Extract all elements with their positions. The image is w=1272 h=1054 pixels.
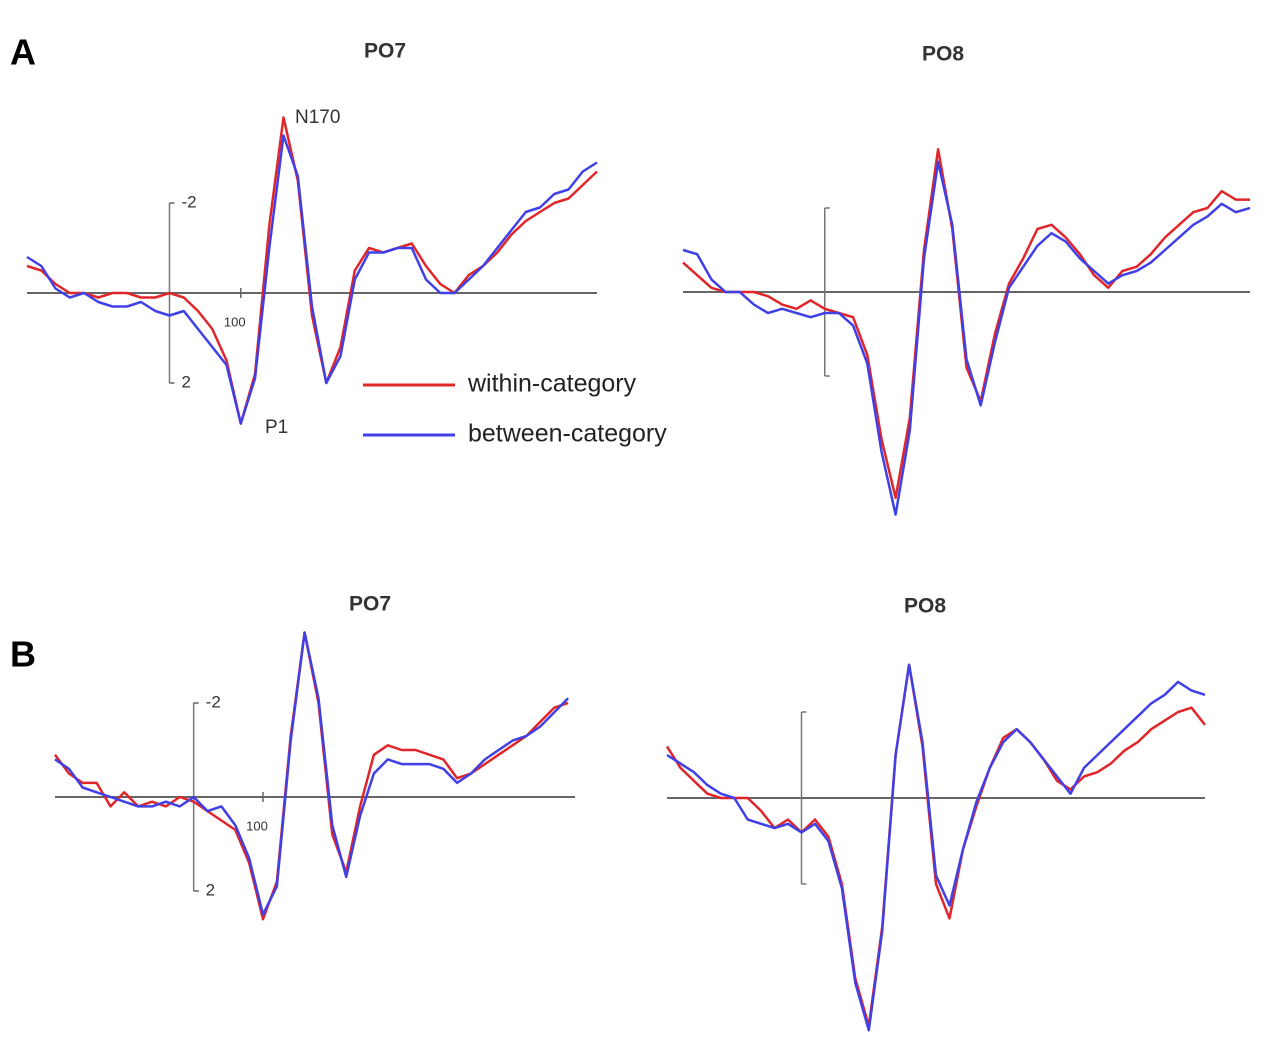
x-tick-label: 100 (246, 818, 268, 833)
chart-title: PO7 (364, 40, 406, 63)
series-line (665, 663, 1206, 1028)
panel-label: A (10, 32, 36, 73)
annotation: N170 (295, 107, 340, 128)
series-line (682, 160, 1251, 516)
y-tick-label: 2 (182, 372, 191, 391)
series-line (53, 631, 569, 921)
y-tick-label: 2 (206, 880, 215, 899)
series-line (666, 663, 1206, 1032)
chart-title: PO7 (349, 593, 391, 616)
y-tick-label: -2 (182, 192, 197, 211)
series-line (54, 631, 569, 916)
legend-label: within-category (467, 370, 637, 398)
series-line (26, 134, 598, 425)
y-tick-label: -2 (206, 692, 221, 711)
series-line (682, 147, 1250, 500)
panel-label: B (10, 634, 36, 675)
chart-title: PO8 (922, 43, 964, 66)
annotation: P1 (265, 417, 288, 438)
series-line (26, 116, 598, 425)
legend-label: between-category (468, 420, 667, 448)
chart-title: PO8 (904, 595, 946, 618)
x-tick-label: 100 (224, 314, 246, 329)
